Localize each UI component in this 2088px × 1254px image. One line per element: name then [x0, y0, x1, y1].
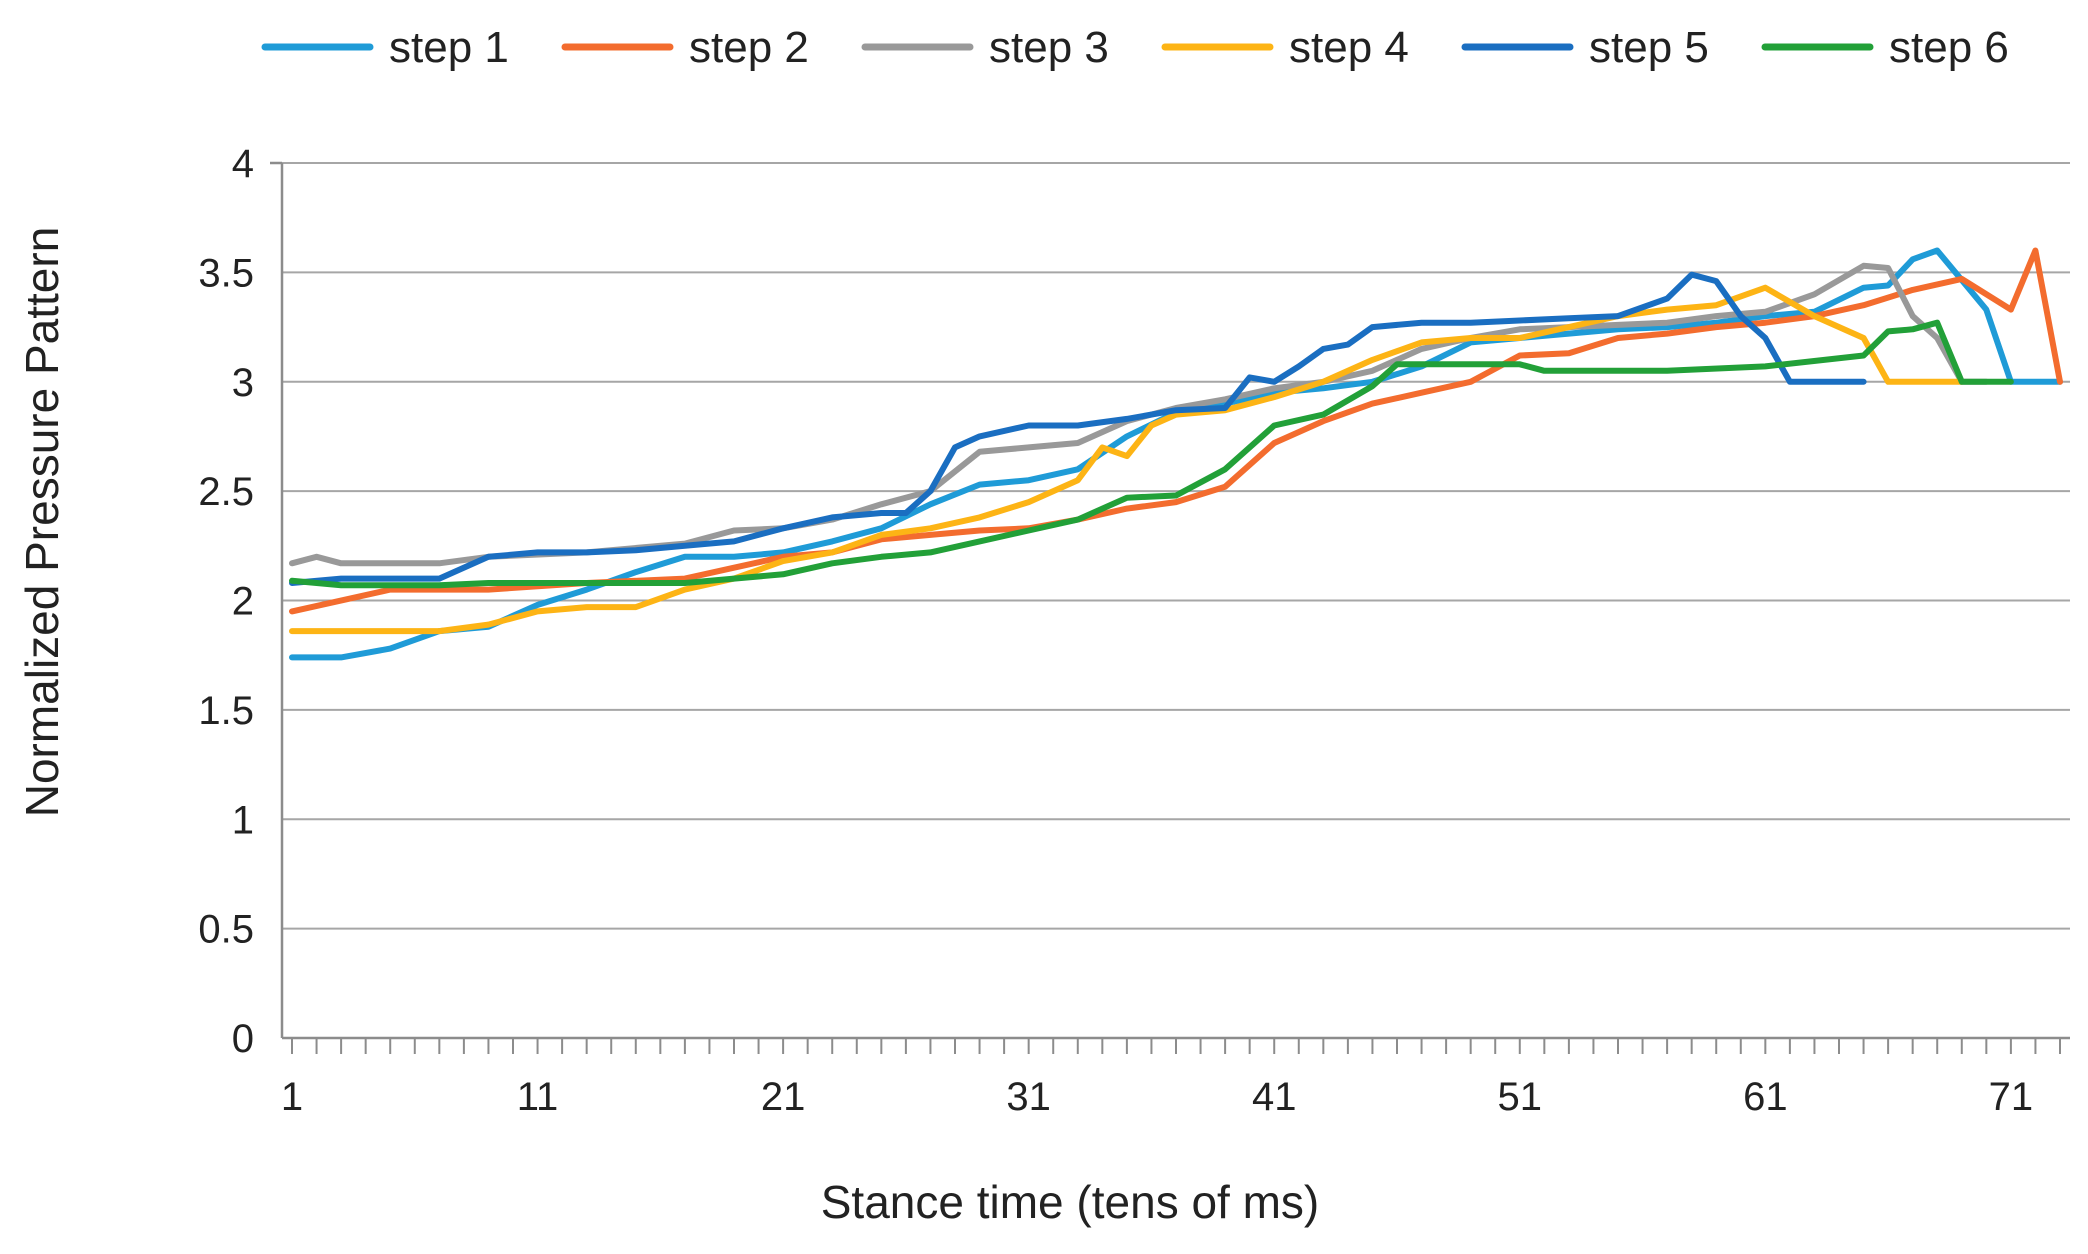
legend-label: step 6 [1889, 23, 2009, 72]
legend-item-step-5: step 5 [1461, 23, 1709, 72]
series-line-step-4 [289, 284, 1965, 635]
y-tick-label: 3 [232, 361, 254, 405]
y-tick-label: 0.5 [198, 908, 254, 952]
x-tick-label: 71 [1989, 1075, 2034, 1119]
legend-item-step-4: step 4 [1161, 23, 1409, 72]
legend-label: step 1 [389, 23, 509, 72]
x-tick-label: 61 [1743, 1075, 1788, 1119]
series-lines [289, 247, 2063, 661]
x-axis-title: Stance time (tens of ms) [821, 1176, 1320, 1228]
x-tick-label: 21 [761, 1075, 806, 1119]
legend-item-step-6: step 6 [1761, 23, 2009, 72]
y-tick-label: 4 [232, 142, 254, 186]
x-axis-ticks: 1 11 21 31 41 51 61 71 [281, 1038, 2061, 1119]
legend-item-step-3: step 3 [861, 23, 1109, 72]
x-tick-label: 31 [1006, 1075, 1051, 1119]
x-tick-label: 41 [1252, 1075, 1297, 1119]
series-line-step-5 [289, 271, 1867, 586]
legend-label: step 2 [689, 23, 809, 72]
legend: step 1 step 2 step 3 step 4 step 5 step 6 [261, 23, 2009, 72]
y-tick-label: 0 [232, 1017, 254, 1061]
legend-item-step-2: step 2 [561, 23, 809, 72]
gridlines [282, 162, 2070, 930]
legend-item-step-1: step 1 [261, 23, 509, 72]
legend-label: step 4 [1289, 23, 1409, 72]
series-line-step-1 [289, 247, 2063, 661]
y-tick-label: 1 [232, 798, 254, 842]
x-tick-label: 51 [1498, 1075, 1543, 1119]
y-tick-label: 2 [232, 580, 254, 624]
series-line-step-2 [289, 247, 2063, 615]
y-tick-label: 2.5 [198, 470, 254, 514]
series-line-step-6 [289, 319, 2014, 589]
legend-label: step 3 [989, 23, 1109, 72]
y-tick-label: 3.5 [198, 251, 254, 295]
x-tick-label: 11 [517, 1075, 559, 1119]
y-tick-label: 1.5 [198, 689, 254, 733]
x-tick-label: 1 [281, 1075, 303, 1119]
y-axis-title: Normalized Pressure Pattern [16, 227, 68, 818]
y-axis-ticks: 0 0.5 1 1.5 2 2.5 3 3.5 4 [198, 142, 254, 1061]
legend-label: step 5 [1589, 23, 1709, 72]
